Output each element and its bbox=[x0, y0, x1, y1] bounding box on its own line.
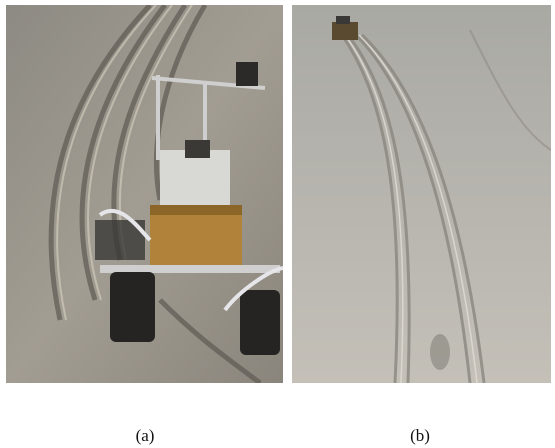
photo-a bbox=[6, 5, 283, 383]
caption: (a) bbox=[136, 426, 155, 445]
caption: (b) bbox=[410, 426, 430, 445]
photo-b bbox=[292, 5, 551, 383]
